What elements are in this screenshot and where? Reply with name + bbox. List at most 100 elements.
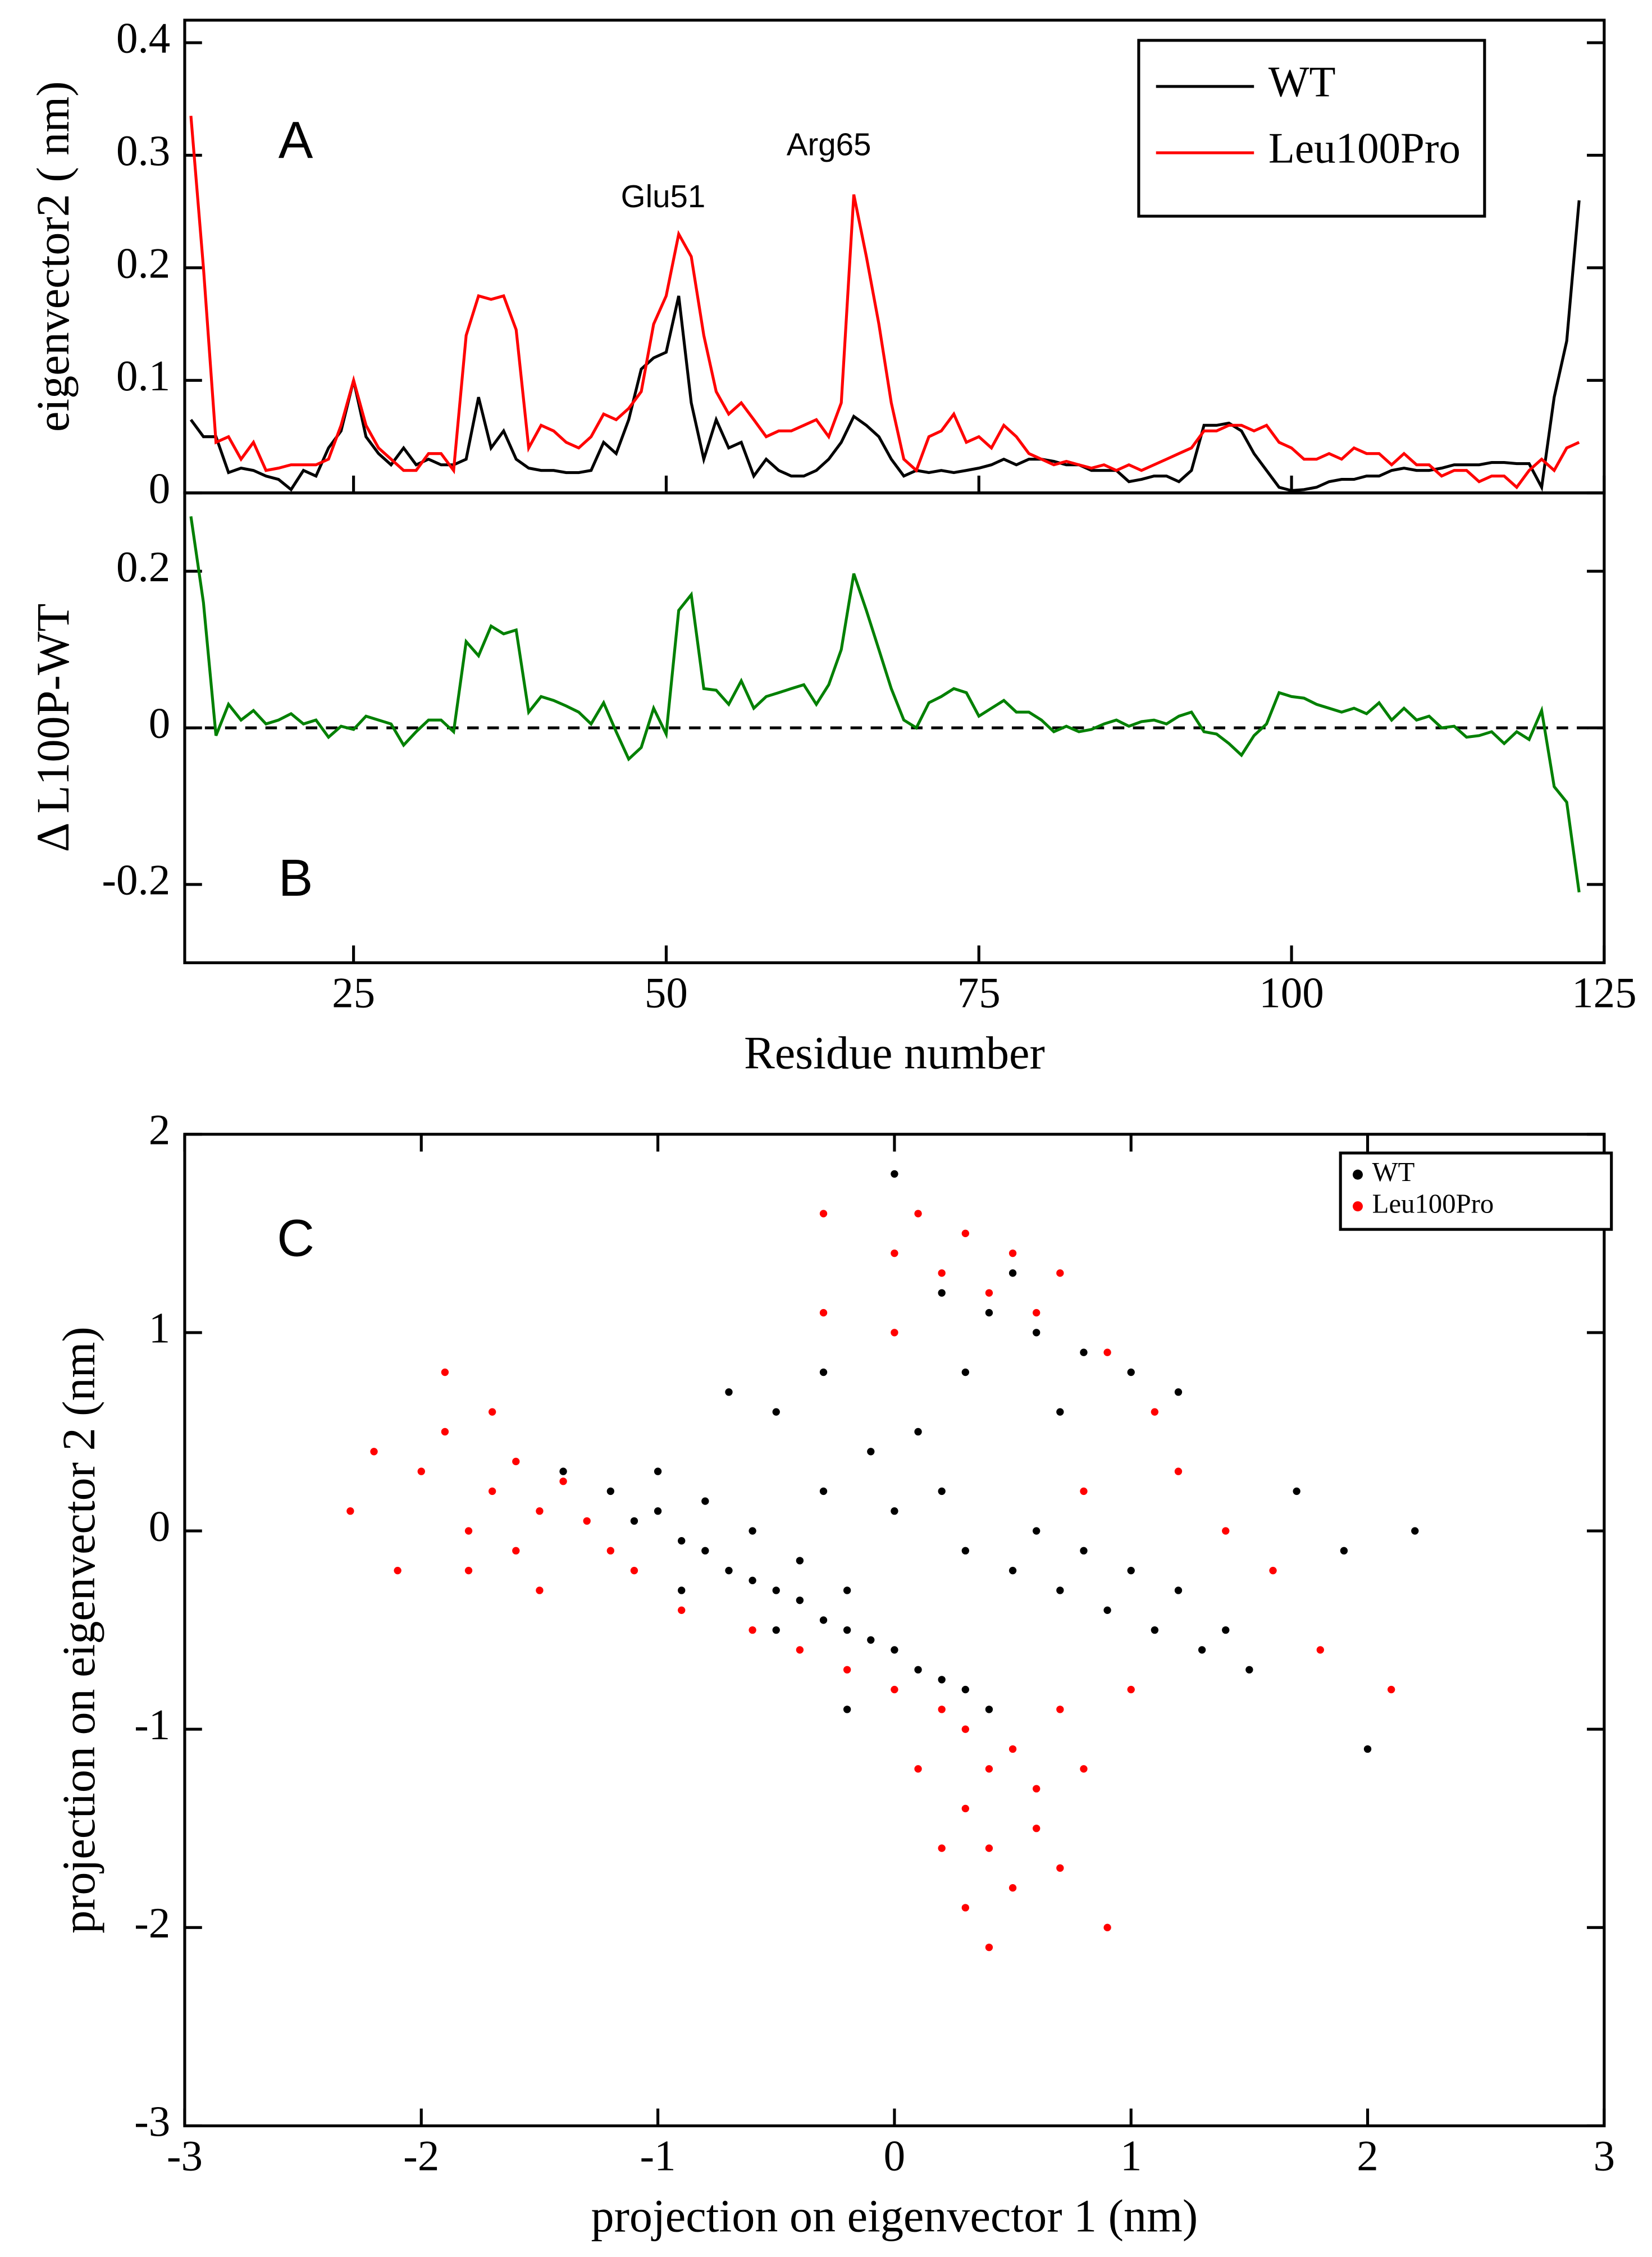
scatter-point [1056,1586,1064,1594]
scatter-point [1008,1269,1017,1277]
scatter-point [914,1666,922,1674]
scatter-point [1222,1527,1230,1535]
scatter-point [843,1666,851,1674]
scatter-point [606,1547,614,1555]
scatter-point [1151,1626,1159,1634]
scatter-point [819,1210,828,1218]
legend-label: WT [1372,1157,1415,1187]
y-tick-label: 0 [149,1502,171,1551]
legend-box [1339,1151,1613,1231]
y-axis-label: projection on eigenvector 2 (nm) [53,1326,104,1934]
x-tick-label: 2 [1357,2132,1379,2180]
x-tick-label: 100 [1259,969,1324,1017]
scatter-point [891,1646,898,1654]
scatter-point [464,1566,473,1575]
x-tick-label: 1 [1120,2132,1142,2180]
scatter-point [985,1308,993,1317]
scatter-point [772,1408,780,1416]
scatter-point [843,1706,851,1713]
scatter-point [985,1943,993,1951]
scatter-point [536,1507,544,1515]
scatter-point [1008,1566,1017,1575]
scatter-point [654,1467,662,1475]
scatter-point [417,1467,425,1475]
scatter-point [678,1606,686,1614]
scatter-point [1080,1348,1088,1356]
y-axis-label: eigenvector2 ( nm) [28,81,79,432]
series-line [189,516,1581,893]
scatter-point [346,1507,354,1515]
x-tick-label: -1 [640,2132,676,2180]
scatter-point [1103,1348,1111,1356]
scatter-point [1388,1685,1395,1694]
scatter-point [891,1507,898,1515]
scatter-point [749,1626,756,1634]
annotation: Glu51 [621,179,706,214]
scatter-point [441,1428,449,1436]
y-tick-label: 1 [149,1304,171,1352]
series-line [189,116,1580,490]
y-tick-label: 0.1 [116,352,170,400]
scatter-point [1056,1864,1064,1872]
scatter-point [796,1596,804,1604]
scatter-point [938,1487,946,1495]
y-tick-label: 2 [149,1105,171,1153]
scatter-point [1103,1923,1111,1931]
scatter-point [938,1844,946,1852]
scatter-point [512,1547,520,1555]
y-tick-label: 0 [149,699,171,747]
scatter-point [1056,1269,1064,1277]
scatter-point [891,1685,898,1694]
scatter-point [938,1706,946,1713]
scatter-point [1316,1646,1324,1654]
scatter-point [796,1557,804,1565]
scatter-point [749,1527,756,1535]
scatter-point [678,1586,686,1594]
scatter-point [772,1586,780,1594]
scatter-point [1127,1368,1135,1376]
scatter-point [654,1507,662,1515]
series-line [189,200,1581,493]
scatter-point [394,1566,401,1575]
scatter-point [1080,1487,1088,1495]
scatter-point [938,1269,946,1277]
legend-label: Leu100Pro [1372,1188,1494,1219]
scatter-point [701,1547,709,1555]
scatter-point [1008,1745,1017,1753]
x-axis-label: Residue number [744,1028,1045,1079]
scatter-point [725,1566,733,1575]
scatter-point [985,1765,993,1773]
scatter-point [1080,1547,1088,1555]
x-tick-label: 50 [645,969,688,1017]
y-tick-label: 0.3 [116,126,170,175]
scatter-point [961,1804,969,1813]
legend-label: Leu100Pro [1268,124,1461,172]
scatter-point [1363,1745,1372,1753]
scatter-point [961,1229,969,1238]
scatter-point [961,1904,969,1912]
scatter-point [938,1676,946,1684]
scatter-point [1127,1685,1135,1694]
legend-label: WT [1268,58,1336,106]
scatter-point [606,1487,614,1495]
scatter-point [819,1308,828,1317]
annotation: Arg65 [787,127,871,162]
scatter-point [1222,1626,1230,1634]
scatter-point [891,1329,898,1337]
x-tick-label: 3 [1594,2132,1616,2180]
scatter-point [914,1765,922,1773]
x-axis-label: projection on eigenvector 1 (nm) [591,2191,1198,2242]
annotation: A [279,111,313,169]
scatter-point [1293,1487,1300,1495]
x-tick-label: -3 [167,2132,203,2180]
scatter-point [985,1289,993,1297]
scatter-point [1033,1308,1041,1317]
legend-swatch [1353,1169,1363,1180]
scatter-point [536,1586,544,1594]
scatter-point [1174,1586,1183,1594]
scatter-point [819,1616,828,1624]
scatter-point [961,1725,969,1733]
y-tick-label: -1 [134,1700,170,1749]
scatter-point [914,1428,922,1436]
